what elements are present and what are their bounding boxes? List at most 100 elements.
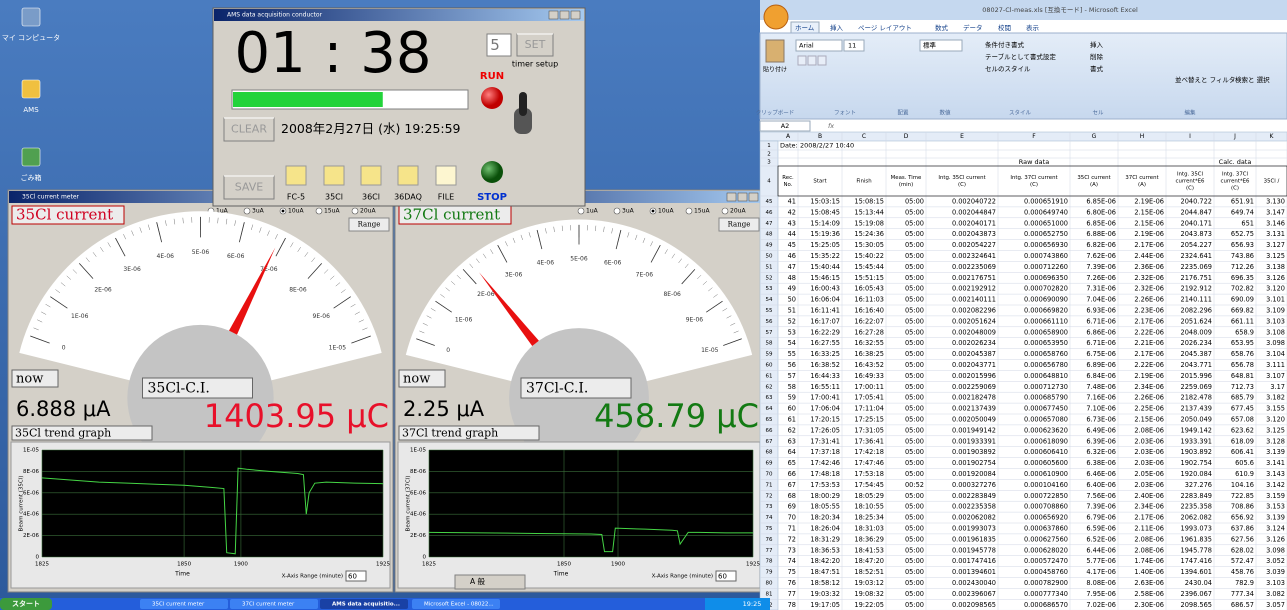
- cell: 7.95E-06: [1086, 590, 1116, 598]
- gauge-tick-label: 5E-06: [192, 249, 210, 256]
- cell: 3.098: [1266, 546, 1285, 554]
- cell: 05:00: [905, 470, 924, 478]
- cell: 0.002051624: [952, 317, 996, 325]
- y-tick-label: 6E-06: [23, 490, 39, 496]
- row-header: 56: [766, 319, 773, 325]
- cell: 0.001903892: [952, 448, 996, 456]
- cell: 2283.849: [1181, 492, 1212, 500]
- gauge-tick-label: 5E-06: [570, 255, 588, 262]
- cell: 656.93: [1231, 241, 1254, 249]
- cell: 0.000690090: [1024, 296, 1068, 304]
- gauge-tick-label: 4E-06: [157, 253, 175, 260]
- cell: 53: [788, 328, 796, 336]
- range-radio[interactable]: [244, 208, 250, 214]
- cell: 51: [788, 306, 796, 314]
- cell: 3.109: [1266, 306, 1285, 314]
- ci-label: 35Cl-C.I.: [148, 381, 210, 397]
- range-radio[interactable]: [722, 208, 728, 214]
- format-button[interactable]: [818, 56, 826, 65]
- switch-lever[interactable]: [519, 92, 527, 116]
- ribbon-tab[interactable]: 挿入: [830, 23, 844, 32]
- cell: 2.25E-06: [1134, 405, 1164, 413]
- cell: 7.48E-06: [1086, 383, 1116, 391]
- range-radio-dot: [282, 210, 285, 213]
- cell: 05:00: [905, 535, 924, 543]
- desktop-icon[interactable]: [22, 8, 40, 26]
- office-button[interactable]: [764, 5, 788, 29]
- cell: 42: [788, 208, 796, 216]
- cell: 0.001933391: [952, 437, 996, 445]
- cell: 3.120: [1266, 415, 1285, 423]
- range-radio[interactable]: [578, 208, 584, 214]
- channel-button[interactable]: [324, 166, 344, 185]
- range-radio-dot: [652, 210, 655, 213]
- run-lamp[interactable]: [481, 87, 503, 109]
- date-value: 2008/2/27 10:40: [800, 142, 854, 150]
- ribbon-tab[interactable]: 数式: [935, 23, 949, 32]
- cell: 2045.387: [1181, 350, 1212, 358]
- cell-item: 挿入: [1090, 40, 1104, 49]
- range-radio[interactable]: [316, 208, 322, 214]
- cell: 6.44E-06: [1086, 546, 1116, 554]
- column-header: G: [1092, 133, 1097, 140]
- ribbon-tab[interactable]: ページ レイアウト: [858, 24, 912, 32]
- cell: 3.126: [1266, 535, 1285, 543]
- cell: 17:06:04: [810, 405, 840, 413]
- cell: 0.001920084: [952, 470, 996, 478]
- row-header: 75: [766, 526, 773, 532]
- window-button[interactable]: [749, 193, 758, 201]
- channel-button[interactable]: [436, 166, 456, 185]
- format-button[interactable]: [798, 56, 806, 65]
- cell: 6.85E-06: [1086, 197, 1116, 205]
- x-tick-label: 1825: [422, 562, 436, 568]
- desktop-icon[interactable]: [22, 80, 40, 98]
- cell: 16:05:43: [854, 285, 884, 293]
- window-button[interactable]: [560, 11, 569, 19]
- ribbon-tab[interactable]: ホーム: [795, 24, 815, 32]
- ribbon-tab[interactable]: 校閲: [998, 23, 1011, 32]
- name-box-value: A2: [781, 122, 790, 130]
- cell: 0.000712260: [1024, 263, 1068, 271]
- channel-button[interactable]: [398, 166, 418, 185]
- cell: 67: [788, 481, 796, 489]
- number-format: 標準: [923, 41, 937, 50]
- timer: 01 : 38: [235, 21, 432, 86]
- stop-lamp[interactable]: [481, 161, 503, 183]
- formula-fx: fx: [828, 122, 834, 130]
- cell: 2.26E-06: [1134, 296, 1164, 304]
- ribbon-tab[interactable]: データ: [963, 23, 983, 32]
- range-radio[interactable]: [352, 208, 358, 214]
- cell: 3.125: [1266, 426, 1285, 434]
- y-axis-label: Beam current (35Cl): [19, 476, 25, 532]
- desktop-icon[interactable]: [22, 148, 40, 166]
- range-radio[interactable]: [614, 208, 620, 214]
- cell: 15:51:15: [854, 274, 884, 282]
- save-button-label: SAVE: [235, 181, 264, 194]
- cell: 16:11:03: [854, 296, 884, 304]
- channel-button[interactable]: [361, 166, 381, 185]
- window-button[interactable]: [727, 193, 736, 201]
- cell: 3.139: [1266, 448, 1285, 456]
- edit-item: 検索と 選択: [1235, 75, 1270, 84]
- meter-label: 37Cl current: [403, 206, 500, 224]
- cell: 16:44:33: [810, 372, 840, 380]
- range-radio[interactable]: [686, 208, 692, 214]
- cell: 0.002043873: [952, 230, 996, 238]
- window-button[interactable]: [738, 193, 747, 201]
- cell: 2.03E-06: [1134, 448, 1164, 456]
- channel-button[interactable]: [286, 166, 306, 185]
- cell: 2.08E-06: [1134, 535, 1164, 543]
- row-header: 72: [766, 493, 773, 499]
- ribbon-tab[interactable]: 表示: [1026, 23, 1040, 32]
- cell: 658.9: [1235, 328, 1254, 336]
- window-button[interactable]: [549, 11, 558, 19]
- format-button[interactable]: [808, 56, 816, 65]
- window-button[interactable]: [571, 11, 580, 19]
- cell: 661.11: [1231, 317, 1254, 325]
- row-header: 63: [766, 395, 773, 401]
- cell: 17:48:18: [810, 470, 840, 478]
- cell: 05:00: [905, 448, 924, 456]
- cell: 3.182: [1266, 394, 1285, 402]
- cell: 15:40:44: [810, 263, 840, 271]
- range-label: Range: [728, 221, 751, 229]
